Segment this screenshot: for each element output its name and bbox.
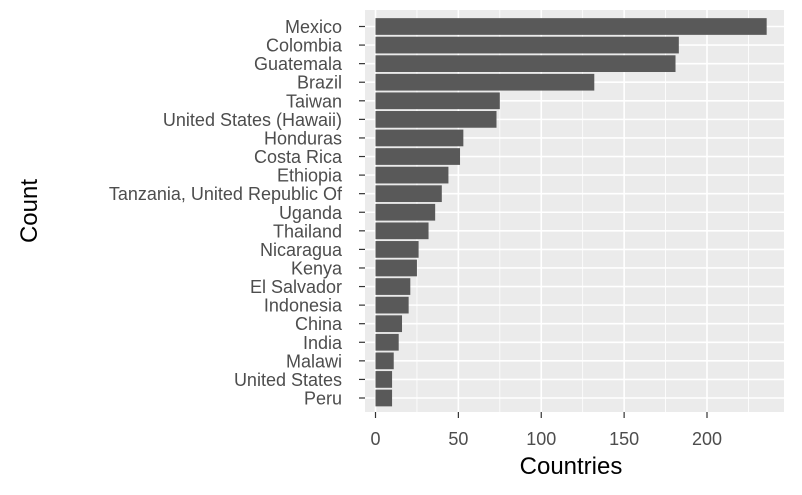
bar: [375, 185, 442, 203]
y-tick-label: China: [295, 314, 343, 334]
y-tick-label: Thailand: [273, 221, 342, 241]
x-axis-ticks: 0 50 100 150 200: [370, 412, 722, 449]
y-tick-label: Colombia: [266, 36, 343, 56]
x-tick-label: 0: [370, 429, 380, 449]
bar: [375, 315, 403, 333]
bar: [375, 203, 436, 221]
y-tick-label: United States (Hawaii): [163, 110, 342, 130]
bar: [375, 55, 676, 73]
bars: [375, 18, 767, 407]
y-tick-label: Brazil: [297, 73, 342, 93]
bar: [375, 241, 419, 258]
bar: [375, 389, 393, 407]
y-tick-label: Mexico: [285, 17, 342, 37]
x-tick-label: 100: [526, 429, 556, 449]
bar: [375, 352, 394, 370]
bar: [375, 259, 417, 277]
bar: [375, 371, 393, 388]
y-tick-label: India: [303, 333, 343, 353]
x-tick-label: 50: [448, 429, 468, 449]
x-tick-label: 150: [609, 429, 639, 449]
bar: [375, 278, 411, 295]
x-tick-label: 200: [692, 429, 722, 449]
bar: [375, 333, 399, 351]
y-tick-label: Guatemala: [254, 54, 343, 74]
y-tick-label: Tanzania, United Republic Of: [109, 184, 343, 204]
y-tick-label: Nicaragua: [260, 240, 343, 260]
bar: [375, 129, 464, 147]
y-tick-label: Indonesia: [264, 296, 343, 316]
bar: [375, 222, 429, 240]
bar: [375, 166, 449, 184]
y-tick-label: Peru: [304, 389, 342, 409]
y-tick-label: United States: [234, 370, 342, 390]
bar: [375, 148, 461, 165]
y-tick-label: Kenya: [291, 258, 343, 278]
bar: [375, 18, 767, 35]
y-axis-title: Count: [16, 179, 43, 243]
y-tick-label: Uganda: [279, 203, 343, 223]
y-tick-label: Taiwan: [286, 91, 342, 111]
bar: [375, 36, 679, 54]
bar: [375, 296, 409, 314]
y-tick-label: El Salvador: [250, 277, 342, 297]
y-tick-label: Ethiopia: [277, 166, 343, 186]
bar: [375, 92, 500, 110]
y-axis-ticks: MexicoColombiaGuatemalaBrazilTaiwanUnite…: [109, 17, 365, 409]
x-axis-title: Countries: [520, 453, 623, 480]
y-tick-label: Malawi: [286, 351, 342, 371]
bar: [375, 73, 595, 91]
y-tick-label: Costa Rica: [254, 147, 343, 167]
y-tick-label: Honduras: [264, 128, 342, 148]
bar: [375, 111, 497, 128]
